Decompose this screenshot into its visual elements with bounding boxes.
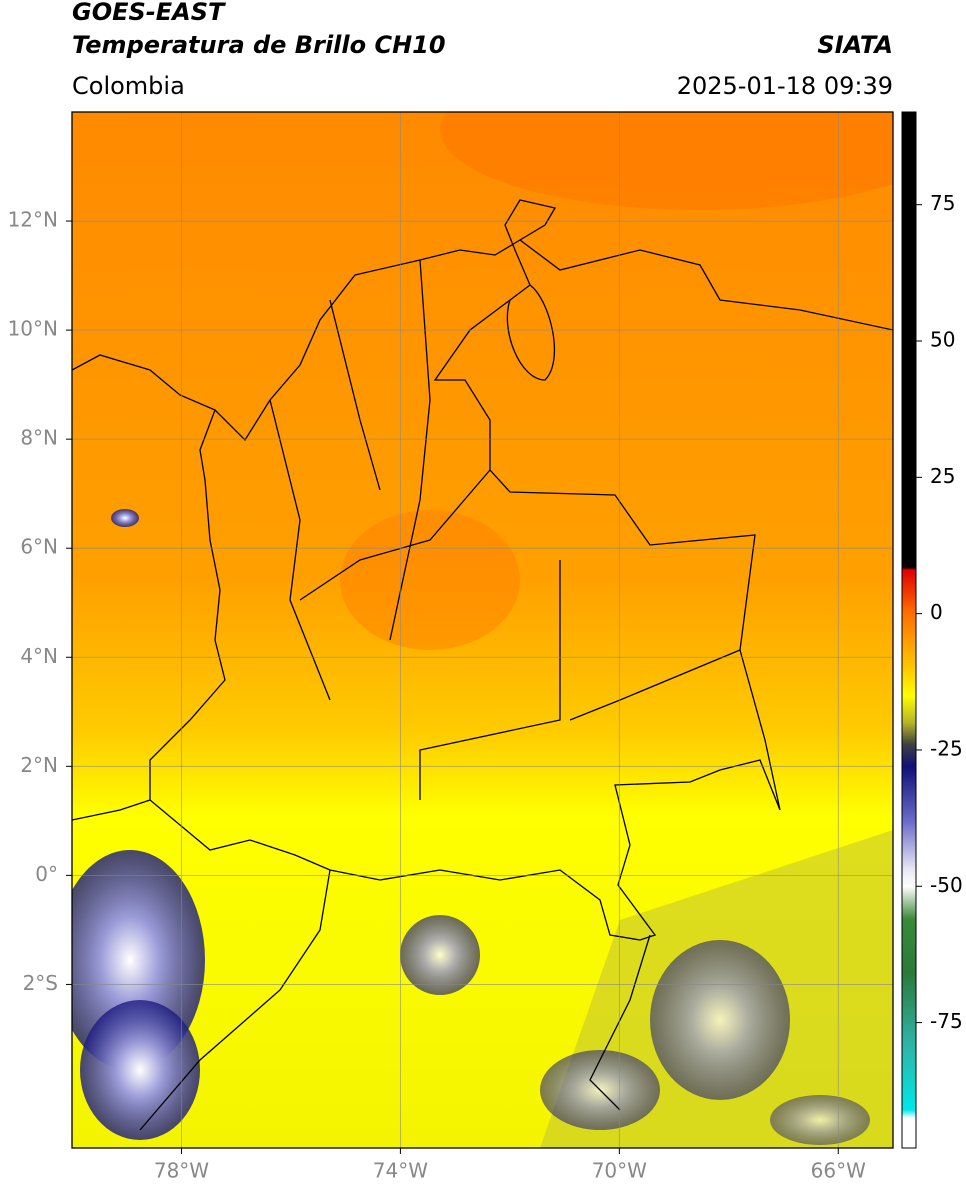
region: Colombia bbox=[72, 72, 185, 100]
y-tick-label: 2°N bbox=[20, 753, 58, 777]
y-tick-label: 10°N bbox=[8, 317, 58, 341]
cloud bbox=[111, 509, 139, 527]
y-tick-label: 4°N bbox=[20, 644, 58, 668]
grid bbox=[72, 112, 893, 1148]
colorbar-tick-label: 75 bbox=[930, 191, 955, 215]
colorbar-tick-label: -75 bbox=[930, 1009, 963, 1033]
map-frame bbox=[71, 111, 894, 1149]
cloud bbox=[400, 915, 480, 995]
colorbar bbox=[901, 111, 917, 1149]
x-tick-label: 74°W bbox=[373, 1159, 428, 1183]
x-tick-label: 66°W bbox=[811, 1159, 866, 1183]
country-border bbox=[149, 199, 781, 941]
department-border bbox=[269, 259, 741, 800]
y-tick-label: 6°N bbox=[20, 535, 58, 559]
colorbar-tick-label: -50 bbox=[930, 873, 963, 897]
colorbar-tick-label: 50 bbox=[930, 328, 955, 352]
title: GOES-EAST bbox=[72, 0, 226, 26]
colorbar-tick-label: 0 bbox=[930, 600, 943, 624]
subtitle: Temperatura de Brillo CH10 bbox=[72, 31, 446, 59]
colorbar-tick-label: -25 bbox=[930, 736, 963, 760]
cloud bbox=[650, 940, 790, 1100]
cloud-area bbox=[440, 112, 893, 210]
source: SIATA bbox=[817, 31, 893, 59]
cloud bbox=[80, 1000, 200, 1140]
x-tick-label: 78°W bbox=[154, 1159, 209, 1183]
cloud-area bbox=[340, 510, 520, 650]
y-tick-label: 8°N bbox=[20, 426, 58, 450]
y-tick-label: 2°S bbox=[23, 971, 58, 995]
x-tick-label: 70°W bbox=[592, 1159, 647, 1183]
y-tick-label: 0° bbox=[35, 862, 58, 886]
cloud bbox=[770, 1095, 870, 1145]
map-image bbox=[72, 112, 893, 1148]
y-tick-label: 12°N bbox=[8, 208, 58, 232]
timestamp: 2025-01-18 09:39 bbox=[677, 72, 893, 100]
colorbar-tick-label: 25 bbox=[930, 464, 955, 488]
coastline bbox=[72, 239, 893, 1131]
